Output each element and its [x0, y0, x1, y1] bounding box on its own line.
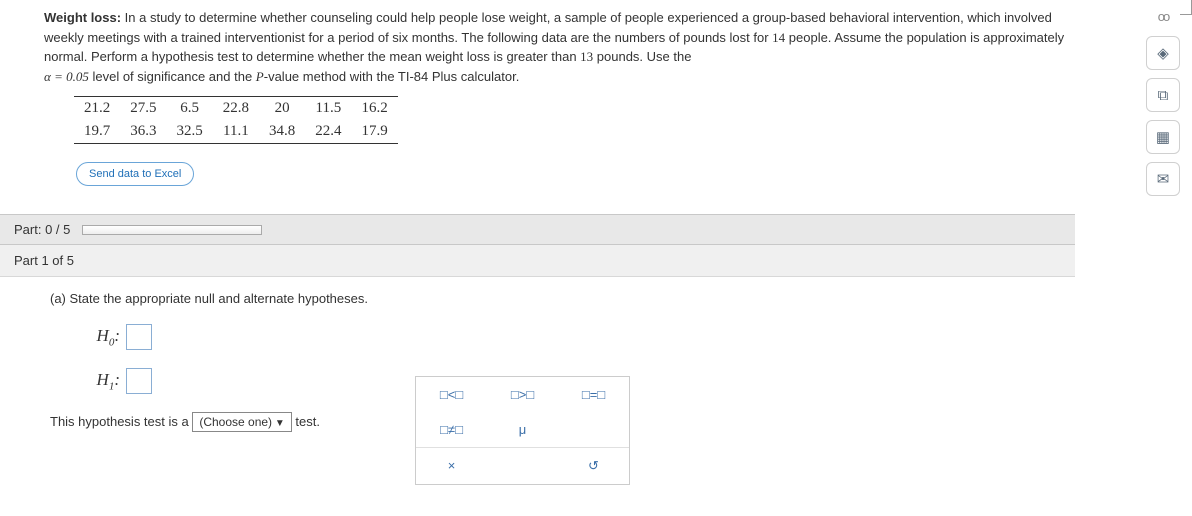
part-progress-header: Part: 0 / 5: [0, 214, 1075, 245]
h0-label: H0:: [80, 326, 120, 348]
table-row: 21.2 27.5 6.5 22.8 20 11.5 16.2: [74, 97, 398, 121]
symbol-not-equal[interactable]: □≠□: [416, 412, 487, 447]
h1-label: H1:: [80, 370, 120, 392]
glasses-icon[interactable]: oo: [1146, 4, 1180, 28]
progress-bar: [82, 225, 262, 235]
h0-input[interactable]: [126, 324, 152, 350]
reset-button[interactable]: ↺: [558, 448, 629, 484]
hint-icon[interactable]: ◈: [1146, 36, 1180, 70]
test-type-dropdown[interactable]: (Choose one): [192, 412, 291, 432]
problem-title: Weight loss:: [44, 10, 121, 25]
symbol-blank: [558, 412, 629, 447]
data-table: 21.2 27.5 6.5 22.8 20 11.5 16.2 19.7 36.…: [74, 96, 398, 144]
problem-text: Weight loss: In a study to determine whe…: [44, 8, 1075, 86]
main-column: Weight loss: In a study to determine whe…: [0, 0, 1075, 432]
symbol-blank2: [487, 448, 558, 484]
right-toolbar: oo ◈ ⧉ ▦ ✉: [1146, 4, 1186, 204]
symbol-less-than[interactable]: □<□: [416, 377, 487, 412]
symbol-greater-than[interactable]: □>□: [487, 377, 558, 412]
h0-row: H0:: [50, 324, 1061, 350]
send-to-excel-button[interactable]: Send data to Excel: [76, 162, 194, 186]
symbol-palette: □<□ □>□ □=□ □≠□ μ × ↺: [415, 376, 630, 485]
table-row: 19.7 36.3 32.5 11.1 34.8 22.4 17.9: [74, 120, 398, 144]
h1-input[interactable]: [126, 368, 152, 394]
problem-statement: Weight loss: In a study to determine whe…: [0, 8, 1075, 196]
mail-icon[interactable]: ✉: [1146, 162, 1180, 196]
question-a: (a) State the appropriate null and alter…: [50, 291, 1061, 306]
calculator-icon[interactable]: ▦: [1146, 120, 1180, 154]
subpart-header: Part 1 of 5: [0, 245, 1075, 277]
part-progress-label: Part: 0 / 5: [14, 222, 70, 237]
symbol-equals[interactable]: □=□: [558, 377, 629, 412]
notes-icon[interactable]: ⧉: [1146, 78, 1180, 112]
symbol-mu[interactable]: μ: [487, 412, 558, 447]
clear-button[interactable]: ×: [416, 448, 487, 484]
